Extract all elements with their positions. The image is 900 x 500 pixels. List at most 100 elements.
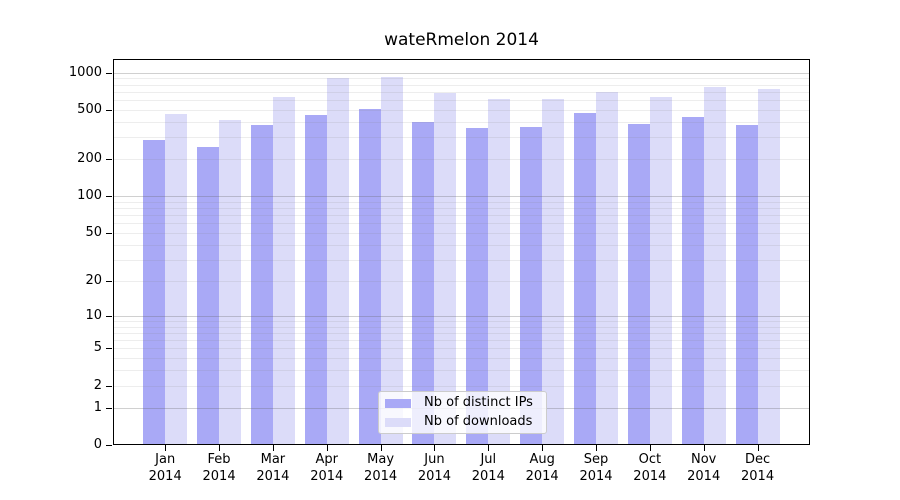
gridline-major-10	[113, 315, 810, 317]
bar-ips-dec	[735, 124, 758, 445]
gridline-minor-300	[113, 137, 810, 139]
gridline-minor-8	[113, 326, 810, 328]
gridline-minor-80	[113, 208, 810, 210]
x-tick-mark-may	[380, 445, 382, 451]
x-tick-label-line: Sep	[583, 452, 609, 467]
x-tick-mark-jun	[434, 445, 436, 451]
x-tick-label-nov: Nov 2014	[672, 452, 736, 485]
y-tick-label-1000: 1000	[68, 64, 102, 80]
legend-item-downloads: Nb of downloads	[385, 414, 540, 430]
x-tick-label-aug: Aug 2014	[510, 452, 574, 485]
y-tick-mark-200	[106, 159, 112, 161]
x-tick-label-sep: Sep 2014	[564, 452, 628, 485]
gridline-minor-60	[113, 223, 810, 225]
gridline-minor-900	[113, 78, 810, 80]
x-tick-label-line: Jul	[480, 452, 497, 467]
x-tick-label-line: 2014	[202, 468, 236, 484]
bar-downloads-jun	[434, 93, 457, 445]
y-tick-mark-1	[106, 407, 112, 409]
y-tick-mark-0	[106, 445, 112, 446]
y-tick-label-2: 2	[93, 377, 102, 393]
bar-downloads-dec	[757, 89, 780, 445]
legend-swatch-downloads	[385, 417, 411, 427]
x-tick-label-line: Jun	[424, 452, 445, 467]
x-tick-label-line: 2014	[525, 468, 559, 484]
x-tick-mark-dec	[757, 445, 759, 451]
bar-ips-oct	[627, 123, 650, 445]
gridline-minor-40	[113, 244, 810, 246]
bar-ips-aug	[520, 126, 543, 445]
x-tick-label-line: 2014	[256, 468, 290, 484]
x-tick-label-line: 2014	[471, 468, 505, 484]
gridline-minor-6	[113, 340, 810, 342]
x-tick-label-feb: Feb 2014	[187, 452, 251, 485]
y-tick-label-200: 200	[77, 151, 102, 167]
x-tick-label-line: 2014	[687, 468, 721, 484]
y-tick-label-20: 20	[85, 272, 102, 288]
x-tick-label-line: 2014	[417, 468, 451, 484]
x-tick-label-line: 2014	[741, 468, 775, 484]
x-tick-label-line: Aug	[529, 452, 555, 467]
x-tick-label-line: Mar	[260, 452, 286, 467]
x-tick-label-line: 2014	[579, 468, 613, 484]
bar-ips-nov	[681, 117, 704, 445]
y-tick-label-0: 0	[93, 437, 102, 452]
y-tick-mark-100	[106, 196, 112, 198]
x-tick-label-line: Jan	[155, 452, 176, 467]
bar-downloads-apr	[326, 78, 349, 445]
legend-label-distinct-ips: Nb of distinct IPs	[424, 395, 533, 410]
x-tick-label-line: Nov	[691, 452, 717, 467]
gridline-major-100	[113, 196, 810, 198]
x-tick-label-jun: Jun 2014	[402, 452, 466, 485]
x-tick-label-apr: Apr 2014	[295, 452, 359, 485]
bar-ips-mar	[250, 125, 273, 445]
legend-item-distinct-ips: Nb of distinct IPs	[385, 395, 540, 411]
x-tick-label-line: Feb	[207, 452, 231, 467]
bar-ips-feb	[197, 147, 220, 445]
x-tick-label-dec: Dec 2014	[726, 452, 790, 485]
y-tick-label-10: 10	[85, 307, 102, 323]
gridline-minor-9	[113, 320, 810, 322]
bar-downloads-may	[380, 77, 403, 445]
bar-downloads-sep	[596, 92, 618, 445]
bar-downloads-nov	[703, 86, 726, 445]
legend-swatch-distinct-ips	[385, 398, 411, 408]
x-tick-label-line: 2014	[364, 468, 398, 484]
bar-ips-jun	[412, 122, 435, 445]
bar-ips-jan	[143, 140, 166, 445]
y-tick-mark-2	[106, 385, 112, 387]
gridline-minor-200	[113, 159, 810, 161]
x-tick-mark-jan	[165, 445, 167, 451]
bar-downloads-mar	[272, 96, 295, 445]
y-tick-mark-1000	[106, 72, 112, 74]
y-tick-mark-5	[106, 348, 112, 350]
gridline-minor-700	[113, 91, 810, 93]
x-tick-mark-apr	[326, 445, 328, 451]
gridline-minor-90	[113, 201, 810, 203]
y-tick-label-1: 1	[93, 399, 102, 415]
gridline-minor-20	[113, 280, 810, 282]
bar-ips-apr	[304, 114, 327, 445]
gridline-minor-4	[113, 358, 810, 360]
bar-downloads-oct	[649, 96, 672, 445]
gridline-minor-30	[113, 259, 810, 261]
y-tick-mark-50	[106, 233, 112, 234]
x-tick-mark-aug	[542, 445, 544, 451]
gridline-minor-800	[113, 84, 810, 86]
x-tick-mark-sep	[596, 445, 597, 451]
x-tick-label-line: 2014	[310, 468, 344, 484]
x-tick-mark-nov	[703, 445, 705, 451]
bar-ips-jul	[466, 128, 489, 445]
x-tick-mark-jul	[488, 445, 490, 451]
y-tick-label-500: 500	[77, 101, 102, 117]
bar-downloads-aug	[542, 99, 565, 445]
x-tick-mark-oct	[649, 445, 651, 451]
bar-downloads-jul	[488, 99, 511, 445]
x-tick-label-oct: Oct 2014	[618, 452, 682, 485]
gridline-major-1000	[113, 72, 810, 74]
x-tick-label-jul: Jul 2014	[456, 452, 520, 485]
x-tick-label-line: 2014	[633, 468, 667, 484]
gridline-minor-600	[113, 100, 810, 101]
gridline-minor-70	[113, 215, 810, 217]
